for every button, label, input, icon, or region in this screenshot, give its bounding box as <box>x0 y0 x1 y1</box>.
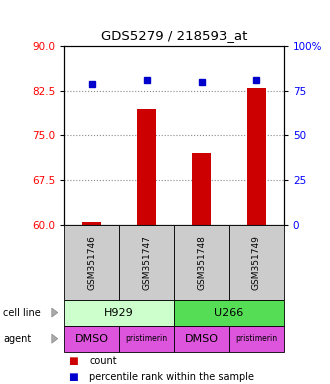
Text: H929: H929 <box>104 308 134 318</box>
Bar <box>192 153 211 225</box>
Title: GDS5279 / 218593_at: GDS5279 / 218593_at <box>101 29 247 42</box>
Text: GSM351747: GSM351747 <box>142 235 151 290</box>
Bar <box>82 222 101 225</box>
Text: ■: ■ <box>68 356 78 366</box>
Text: pristimerin: pristimerin <box>126 334 168 343</box>
Text: DMSO: DMSO <box>75 334 109 344</box>
Bar <box>137 109 156 225</box>
Text: count: count <box>89 356 117 366</box>
Text: ■: ■ <box>68 372 78 382</box>
Text: agent: agent <box>3 334 32 344</box>
Text: DMSO: DMSO <box>184 334 218 344</box>
Text: pristimerin: pristimerin <box>235 334 278 343</box>
Bar <box>247 88 266 225</box>
Text: GSM351749: GSM351749 <box>252 235 261 290</box>
Text: U266: U266 <box>214 308 244 318</box>
Text: GSM351746: GSM351746 <box>87 235 96 290</box>
Text: GSM351748: GSM351748 <box>197 235 206 290</box>
Text: percentile rank within the sample: percentile rank within the sample <box>89 372 254 382</box>
Text: cell line: cell line <box>3 308 41 318</box>
